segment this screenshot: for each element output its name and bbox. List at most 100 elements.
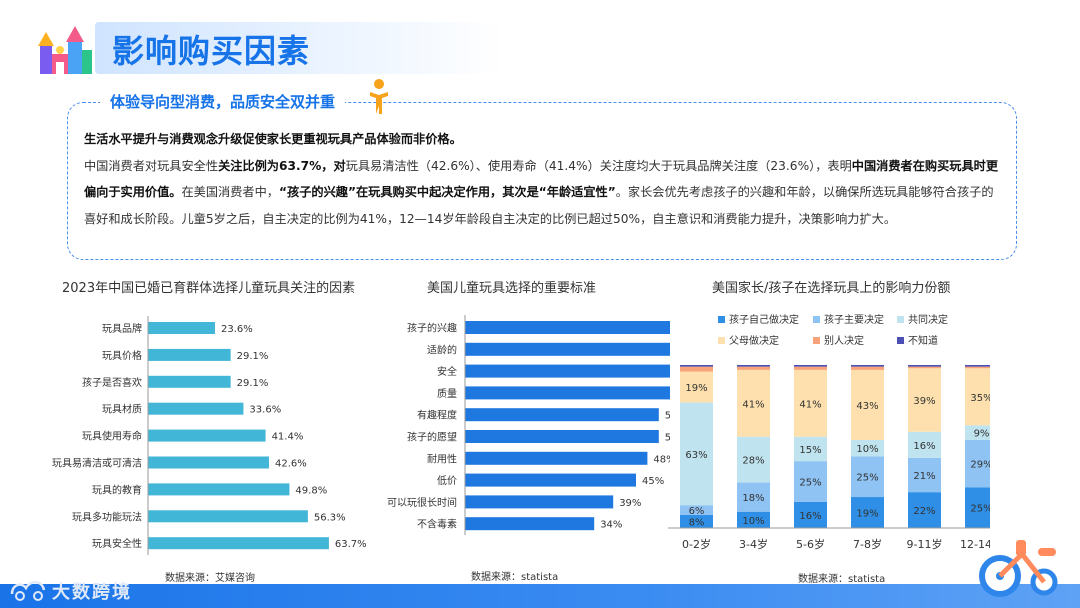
chart3-segment	[965, 368, 990, 426]
chart3-segment-label: 63%	[685, 450, 707, 461]
summary-part-a: 中国消费者对玩具安全性	[84, 158, 219, 173]
chart2-category-label: 耐用性	[427, 452, 457, 465]
chart3-legend-swatch	[718, 337, 725, 344]
chart3-segment	[794, 369, 827, 437]
chart1-value-label: 56.3%	[314, 512, 346, 523]
chart3-segment	[794, 501, 827, 528]
chart3-segment	[737, 482, 770, 512]
chart3-category-label: 0-2岁	[682, 537, 711, 551]
chart2-category-label: 有趣程度	[417, 409, 457, 422]
chart2-us-criteria: 孩子的兴趣62%适龄的59%安全57%质量55%有趣程度51%孩子的愿望51%耐…	[387, 315, 670, 535]
chart3-segment	[737, 365, 770, 367]
person-icon	[370, 79, 388, 114]
chart1-category-label: 玩具易清洁或可清洁	[52, 457, 142, 470]
chart1-value-label: 33.6%	[249, 405, 281, 416]
chart2-value-label: 39%	[619, 498, 641, 509]
chart3-segment-label: 18%	[742, 493, 764, 504]
chart1-source: 数据来源：艾媒咨询	[165, 573, 255, 584]
chart2-category-label: 质量	[437, 388, 457, 400]
chart3-category-label: 3-4岁	[739, 537, 768, 551]
chart3-segment	[851, 366, 884, 370]
summary-part-e: 在美国消费者中，	[181, 185, 280, 199]
chart1-bar	[148, 402, 244, 415]
chart3-segment-label: 29%	[970, 460, 990, 471]
chart3-segment	[680, 505, 713, 515]
chart3-segment-label: 10%	[856, 444, 878, 455]
chart2-category-label: 安全	[437, 365, 457, 378]
chart2-bar	[465, 517, 595, 531]
chart3-segment	[794, 436, 827, 462]
chart1-category-label: 玩具使用寿命	[82, 430, 142, 443]
chart2-value-label: 45%	[642, 476, 664, 487]
chart2-bar	[465, 321, 670, 334]
chart3-segment-label: 43%	[856, 401, 878, 412]
chart3-legend-label: 孩子主要决定	[824, 313, 884, 326]
chart2-value-label: 51%	[665, 411, 670, 422]
chart3-segment-label: 35%	[970, 393, 990, 404]
chart2-title: 美国儿童玩具选择的重要标准	[427, 281, 597, 296]
chart3-segment	[908, 366, 941, 369]
summary-part-f: “孩子的兴趣”在玩具购买中起决定作用，其次是“年龄适宜性”	[279, 185, 616, 199]
chart3-segment	[965, 487, 990, 528]
chart3-legend-swatch	[813, 316, 820, 323]
chart3-segment-label: 19%	[856, 509, 878, 520]
chart3-segment	[965, 365, 990, 367]
castle-logo-icon	[38, 26, 92, 74]
chart3-segment	[737, 436, 770, 483]
chart3-segment-label: 41%	[742, 399, 764, 410]
chart3-segment	[680, 514, 713, 528]
chart3-segment	[908, 492, 941, 528]
chart3-segment-label: 22%	[913, 506, 935, 517]
chart3-source: 数据来源：statista	[798, 574, 886, 585]
chart3-segment-label: 9%	[974, 429, 990, 440]
chart1-bar	[148, 348, 231, 361]
chart3-category-label: 7-8岁	[853, 537, 882, 551]
chart3-legend-label: 孩子自己做决定	[729, 313, 799, 326]
chart3-segment-label: 25%	[856, 473, 878, 484]
chart2-bar	[465, 342, 670, 356]
chart2-category-label: 低价	[437, 474, 457, 487]
chart3-segment-label: 16%	[799, 511, 821, 522]
chart3-title: 美国家长/孩子在选择玩具上的影响力份额	[712, 281, 951, 296]
chart3-segment	[737, 366, 770, 370]
chart3-segment	[737, 369, 770, 437]
footer-band	[0, 584, 1080, 608]
footer-brand: 大数跨境	[52, 582, 132, 603]
chart3-segment	[794, 366, 827, 370]
chart1-bar	[148, 456, 269, 469]
chart1-bar	[148, 510, 308, 523]
summary-text: 生活水平提升与消费观念升级促使家长更重视玩具产品体验而非价格。 中国消费者对玩具…	[84, 126, 1004, 232]
chart2-bar	[465, 386, 670, 400]
chart1-category-label: 孩子是否喜欢	[82, 376, 142, 389]
chart3-legend-label: 不知道	[908, 334, 938, 347]
chart2-bar	[465, 408, 659, 422]
chart1-category-label: 玩具的教育	[92, 483, 142, 496]
chart3-segment	[851, 456, 884, 498]
chart2-category-label: 可以玩很长时间	[387, 496, 457, 509]
chart3-segment	[908, 457, 941, 493]
page-title: 影响购买因素	[112, 32, 311, 70]
chart2-value-label: 51%	[665, 433, 670, 444]
chart3-segment	[965, 425, 990, 440]
chart3-segment-label: 15%	[799, 445, 821, 456]
chart3-segment	[908, 368, 941, 432]
chart3-segment	[680, 402, 713, 506]
chart1-value-label: 49.8%	[295, 485, 327, 496]
chart3-segment-label: 19%	[685, 383, 707, 394]
chart3-segment-label: 8%	[689, 517, 705, 528]
chart1-category-label: 玩具多功能玩法	[72, 510, 142, 523]
chart3-category-label: 5-6岁	[796, 537, 825, 551]
chart2-category-label: 不含毒素	[417, 518, 457, 531]
chart3-segment	[851, 369, 884, 440]
chart1-value-label: 41.4%	[272, 432, 304, 443]
chart3-segment	[908, 365, 941, 367]
chart3-segment	[794, 365, 827, 367]
chart1-china-factors: 玩具品牌 23.6% 玩具价格 29.1% 孩子是否喜欢 29.1% 玩具材质 33.6% 玩具…	[52, 316, 367, 555]
chart2-bar	[465, 364, 670, 378]
chart3-legend-label: 别人决定	[824, 334, 864, 347]
tricycle-icon	[979, 540, 1058, 597]
chart2-value-label: 48%	[653, 454, 670, 465]
chart1-title: 2023年中国已婚已育群体选择儿童玩具关注的因素	[62, 281, 356, 296]
chart2-category-label: 孩子的兴趣	[407, 322, 457, 335]
